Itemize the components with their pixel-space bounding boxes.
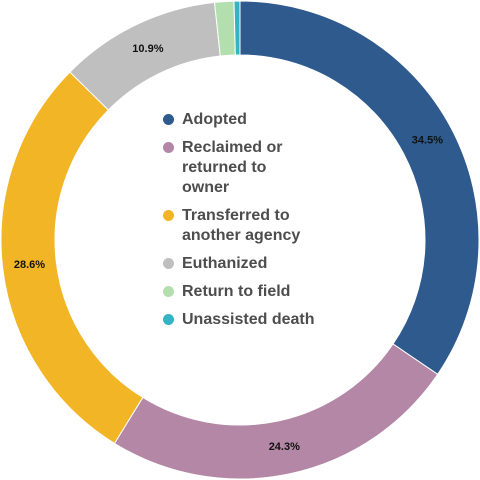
- data-label-reclaimed-or-returned-to-owner: 24.3%: [269, 441, 300, 453]
- legend: Adopted Reclaimed or returned to owner T…: [163, 110, 353, 338]
- legend-item-euthanized[interactable]: Euthanized: [163, 254, 353, 274]
- legend-item-return-to-field[interactable]: Return to field: [163, 282, 353, 302]
- legend-label: Return to field: [182, 283, 291, 300]
- slice-reclaimed-or-returned-to-owner[interactable]: [113, 343, 439, 480]
- data-label-euthanized: 10.9%: [132, 43, 163, 55]
- legend-label: Reclaimed or returned to owner: [182, 139, 283, 196]
- legend-swatch: [163, 114, 174, 125]
- legend-item-reclaimed[interactable]: Reclaimed or returned to owner: [163, 138, 353, 198]
- legend-label: Euthanized: [182, 255, 268, 272]
- legend-swatch: [163, 258, 174, 269]
- legend-swatch: [163, 314, 174, 325]
- slice-transferred-to-another-agency[interactable]: [0, 71, 144, 445]
- slice-unassisted-death[interactable]: [233, 0, 241, 56]
- legend-item-unassisted-death[interactable]: Unassisted death: [163, 310, 353, 330]
- data-label-transferred-to-another-agency: 28.6%: [14, 259, 45, 271]
- data-labels: 34.5% 24.3% 28.6% 10.9%: [14, 43, 443, 453]
- legend-label: Unassisted death: [182, 311, 315, 328]
- legend-swatch: [163, 142, 174, 153]
- legend-item-adopted[interactable]: Adopted: [163, 110, 353, 130]
- legend-swatch: [163, 210, 174, 221]
- slice-euthanized[interactable]: [69, 1, 221, 111]
- legend-label: Adopted: [182, 111, 247, 128]
- slice-adopted[interactable]: [239, 0, 480, 376]
- legend-swatch: [163, 286, 174, 297]
- data-label-adopted: 34.5%: [412, 135, 443, 147]
- legend-item-transferred[interactable]: Transferred to another agency: [163, 206, 353, 246]
- legend-label: Transferred to another agency: [182, 207, 301, 244]
